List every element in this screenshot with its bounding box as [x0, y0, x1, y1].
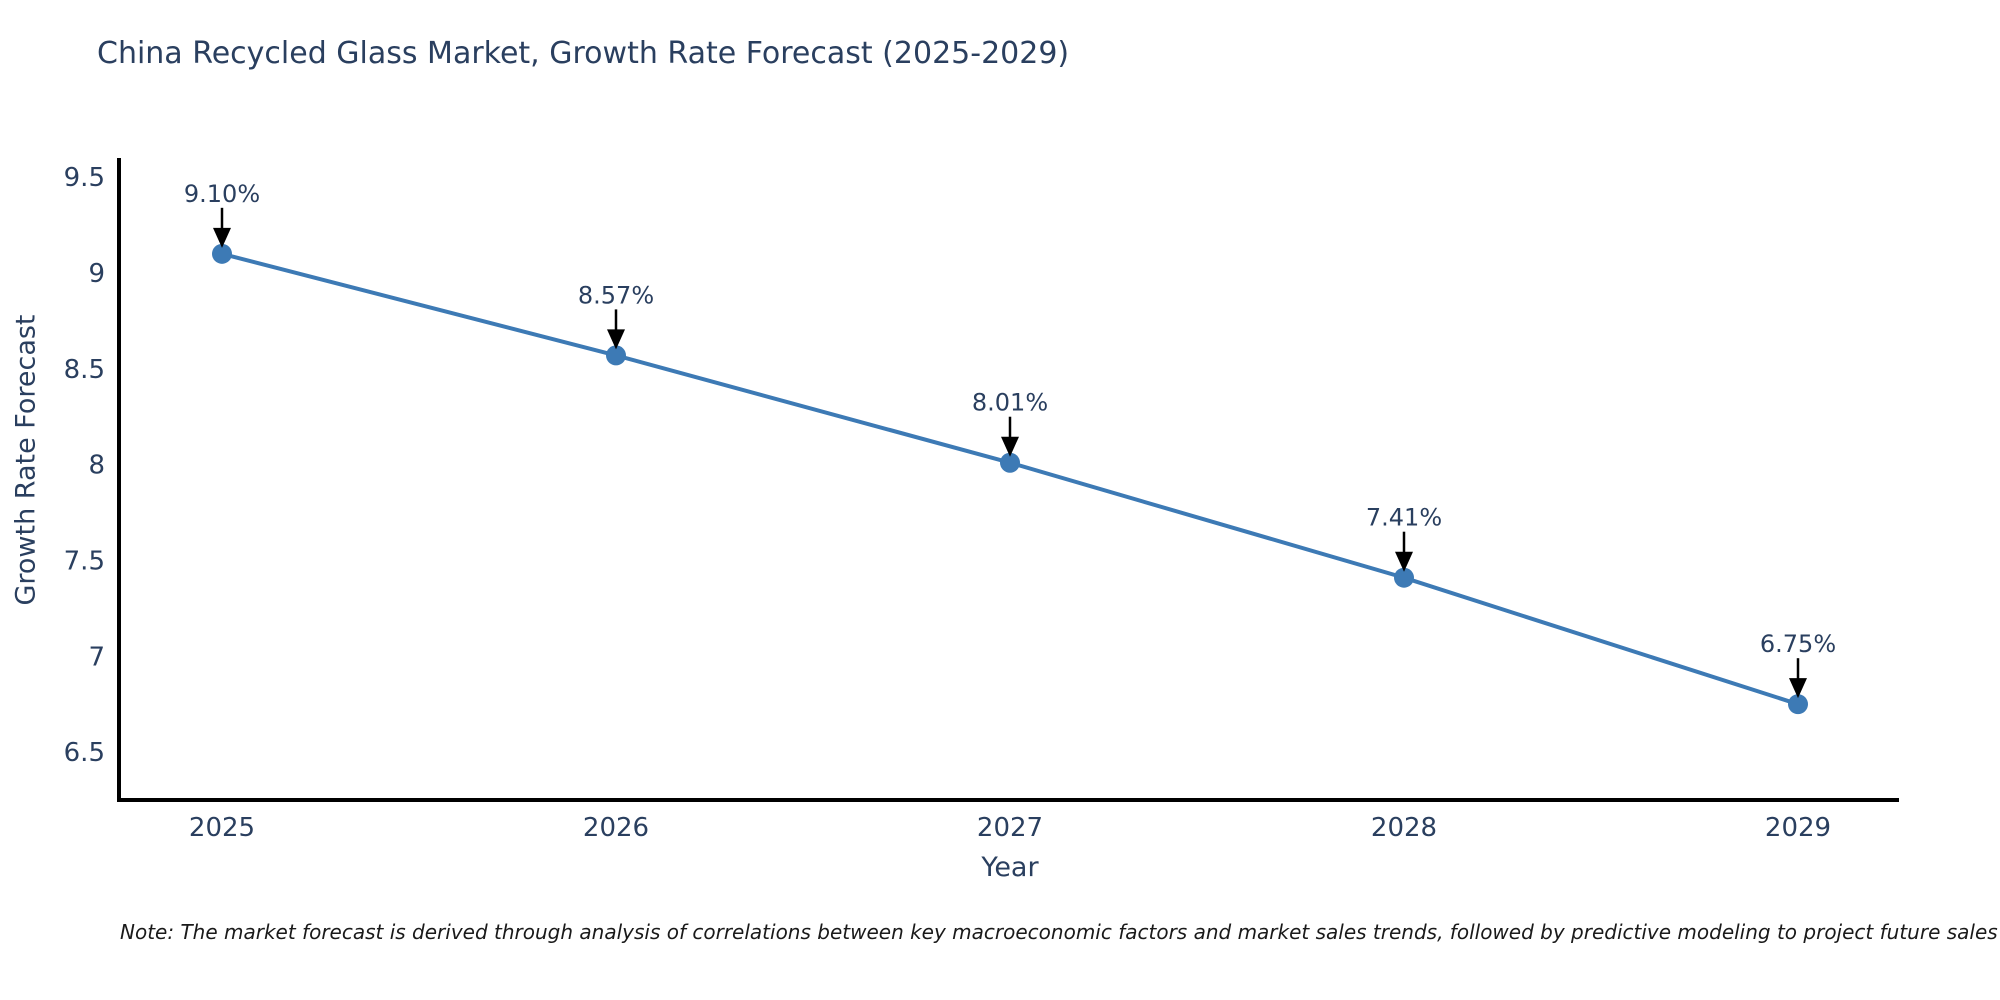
x-tick-label: 2026: [583, 813, 649, 843]
y-tick-label: 9: [88, 259, 105, 289]
x-tick-label: 2027: [977, 813, 1043, 843]
axis-lines: [117, 158, 1899, 802]
x-tick-label: 2028: [1371, 813, 1437, 843]
data-point-label: 8.01%: [972, 389, 1048, 417]
data-point: [212, 243, 232, 264]
y-tick-label: 6.5: [64, 738, 105, 768]
y-tick-label: 9.5: [64, 163, 105, 193]
annotation-arrowhead: [1395, 551, 1413, 572]
annotation-arrowhead: [1001, 436, 1019, 457]
x-axis-title: Year: [981, 852, 1039, 883]
annotation-arrowhead: [213, 227, 231, 248]
footnote: Note: The market forecast is derived thr…: [120, 920, 1998, 944]
data-point: [606, 345, 626, 366]
y-tick-label: 8: [88, 451, 105, 481]
annotation-arrowhead: [607, 329, 625, 350]
x-tick-label: 2029: [1765, 813, 1831, 843]
data-point: [1000, 452, 1020, 473]
y-tick-label: 8.5: [64, 355, 105, 385]
data-point: [1394, 567, 1414, 588]
data-point-label: 6.75%: [1760, 630, 1836, 658]
data-point-label: 9.10%: [184, 180, 260, 208]
y-tick-label: 7: [88, 642, 105, 672]
annotation-arrowhead: [1789, 678, 1807, 699]
data-point: [1788, 694, 1808, 715]
x-tick-label: 2025: [189, 813, 255, 843]
trend-line: [221, 251, 1799, 707]
data-point-label: 7.41%: [1366, 504, 1442, 532]
chart-title: China Recycled Glass Market, Growth Rate…: [97, 36, 1070, 71]
y-tick-label: 7.5: [64, 546, 105, 576]
data-point-label: 8.57%: [578, 281, 654, 309]
